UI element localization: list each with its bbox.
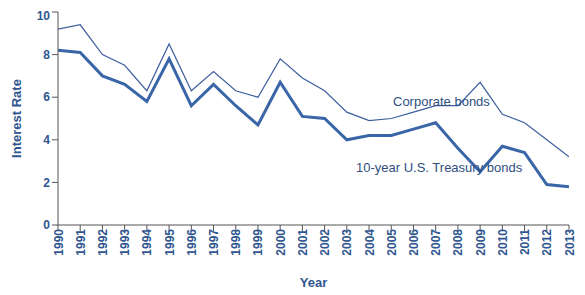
svg-text:2012: 2012 [540,229,554,256]
svg-text:4: 4 [43,133,50,147]
svg-text:2005: 2005 [385,229,399,256]
svg-text:1990: 1990 [52,229,66,256]
svg-text:2007: 2007 [429,229,443,256]
svg-text:1995: 1995 [163,229,177,256]
html-text:Corporate bonds: Corporate bonds [393,94,490,109]
svg-text:8: 8 [43,48,50,62]
html-text:10-year U.S. Treasury bonds: 10-year U.S. Treasury bonds [356,160,523,175]
svg-text:1993: 1993 [118,229,132,256]
svg-text:2004: 2004 [363,229,377,256]
svg-text:2008: 2008 [451,229,465,256]
svg-text:1999: 1999 [251,229,265,256]
svg-text:1991: 1991 [74,229,88,256]
svg-text:2011: 2011 [518,229,532,255]
svg-text:1996: 1996 [185,229,199,256]
svg-text:10: 10 [37,9,51,23]
svg-text:0: 0 [43,218,50,232]
svg-text:2006: 2006 [407,229,421,256]
svg-text:2003: 2003 [340,229,354,256]
svg-text:1994: 1994 [140,229,154,256]
svg-text:1997: 1997 [207,229,221,256]
svg-text:Year: Year [300,275,327,287]
svg-text:2001: 2001 [296,229,310,256]
svg-text:1998: 1998 [229,229,243,256]
svg-text:2010: 2010 [496,229,510,256]
svg-text:2009: 2009 [474,229,488,256]
svg-text:2: 2 [43,176,50,190]
svg-text:Interest Rate: Interest Rate [9,79,24,158]
svg-text:1992: 1992 [96,229,110,256]
svg-text:2013: 2013 [563,229,577,256]
svg-text:6: 6 [43,90,50,104]
svg-text:2002: 2002 [318,229,332,256]
svg-text:2000: 2000 [274,229,288,256]
